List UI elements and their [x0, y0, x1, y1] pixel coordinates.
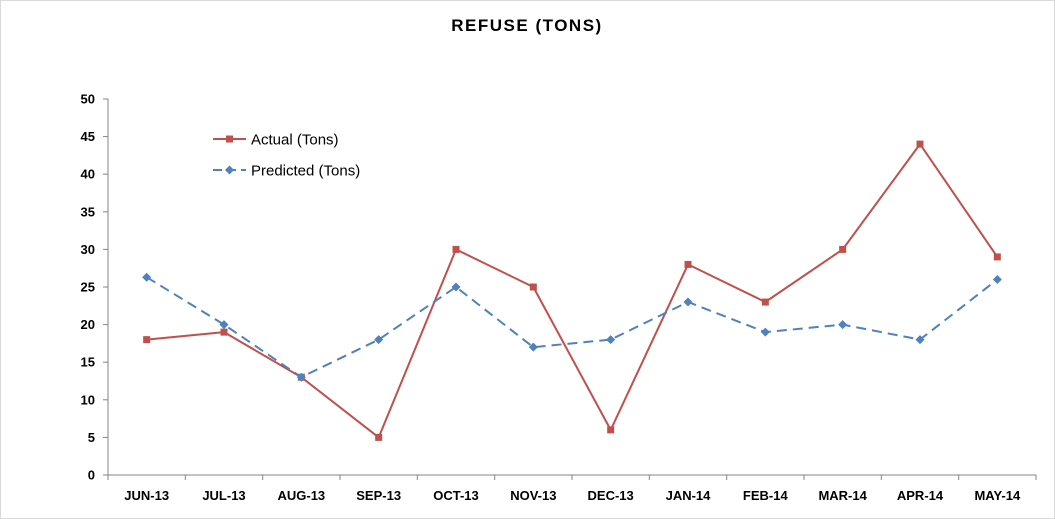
- x-tick-label: APR-14: [897, 488, 944, 503]
- series-actual: [143, 140, 1001, 441]
- y-tick-label: 30: [81, 242, 95, 257]
- series-layer: [142, 140, 1002, 441]
- y-tick-label: 45: [81, 129, 95, 144]
- series-line: [146, 143, 999, 439]
- data-point: [529, 283, 537, 291]
- legend-label: Actual (Tons): [251, 132, 339, 149]
- data-point: [916, 140, 924, 148]
- x-tick-label: AUG-13: [277, 488, 325, 503]
- data-point: [683, 297, 693, 307]
- legend-marker: [226, 135, 233, 143]
- y-tick-label: 10: [81, 392, 95, 407]
- series-line: [146, 276, 998, 379]
- data-point: [992, 274, 1002, 284]
- x-tick-label: OCT-13: [433, 488, 479, 503]
- data-point: [375, 433, 383, 441]
- y-tick-label: 50: [81, 92, 95, 107]
- x-tick-label: DEC-13: [588, 488, 634, 503]
- data-point: [374, 335, 384, 345]
- data-point: [915, 335, 925, 345]
- data-point: [838, 320, 848, 330]
- y-tick-label: 0: [88, 468, 95, 483]
- x-tick-label: FEB-14: [743, 488, 789, 503]
- x-tick-label: JUN-13: [124, 488, 169, 503]
- data-point: [607, 426, 615, 434]
- legend: Actual (Tons) Predicted (Tons): [213, 132, 360, 180]
- x-tick-label: MAR-14: [818, 488, 867, 503]
- data-point: [142, 272, 152, 282]
- x-tick-label: MAY-14: [974, 488, 1021, 503]
- legend-label: Predicted (Tons): [251, 163, 360, 180]
- y-tick-label: 25: [81, 280, 95, 295]
- data-point: [761, 298, 769, 306]
- data-point: [528, 342, 538, 352]
- data-point: [296, 372, 306, 382]
- data-point: [606, 335, 616, 345]
- axes: 0 5 10 15 20 25 30 35 40 45 50 JUN-13 JUL-13 AUG-13 SE…: [81, 92, 1037, 503]
- data-point: [993, 253, 1001, 261]
- chart-title: REFUSE (TONS): [451, 16, 602, 35]
- data-point: [452, 245, 460, 253]
- x-tick-label: NOV-13: [510, 488, 556, 503]
- data-point: [143, 336, 151, 344]
- x-tick-label: SEP-13: [356, 488, 401, 503]
- y-tick-label: 20: [81, 317, 95, 332]
- y-tick-label: 5: [88, 430, 95, 445]
- y-tick-label: 35: [81, 204, 95, 219]
- legend-item: Actual (Tons): [213, 132, 339, 149]
- y-tick-label: 15: [81, 355, 95, 370]
- data-point: [451, 282, 461, 292]
- data-point: [839, 245, 847, 253]
- x-tick-label: JAN-14: [666, 488, 712, 503]
- legend-marker: [225, 165, 234, 175]
- legend-item: Predicted (Tons): [213, 163, 360, 180]
- y-tick-label: 40: [81, 167, 95, 182]
- data-point: [219, 320, 229, 330]
- data-point: [220, 328, 228, 336]
- x-tick-label: JUL-13: [202, 488, 245, 503]
- data-point: [760, 327, 770, 337]
- series-predicted: [142, 272, 1002, 382]
- data-point: [684, 260, 692, 268]
